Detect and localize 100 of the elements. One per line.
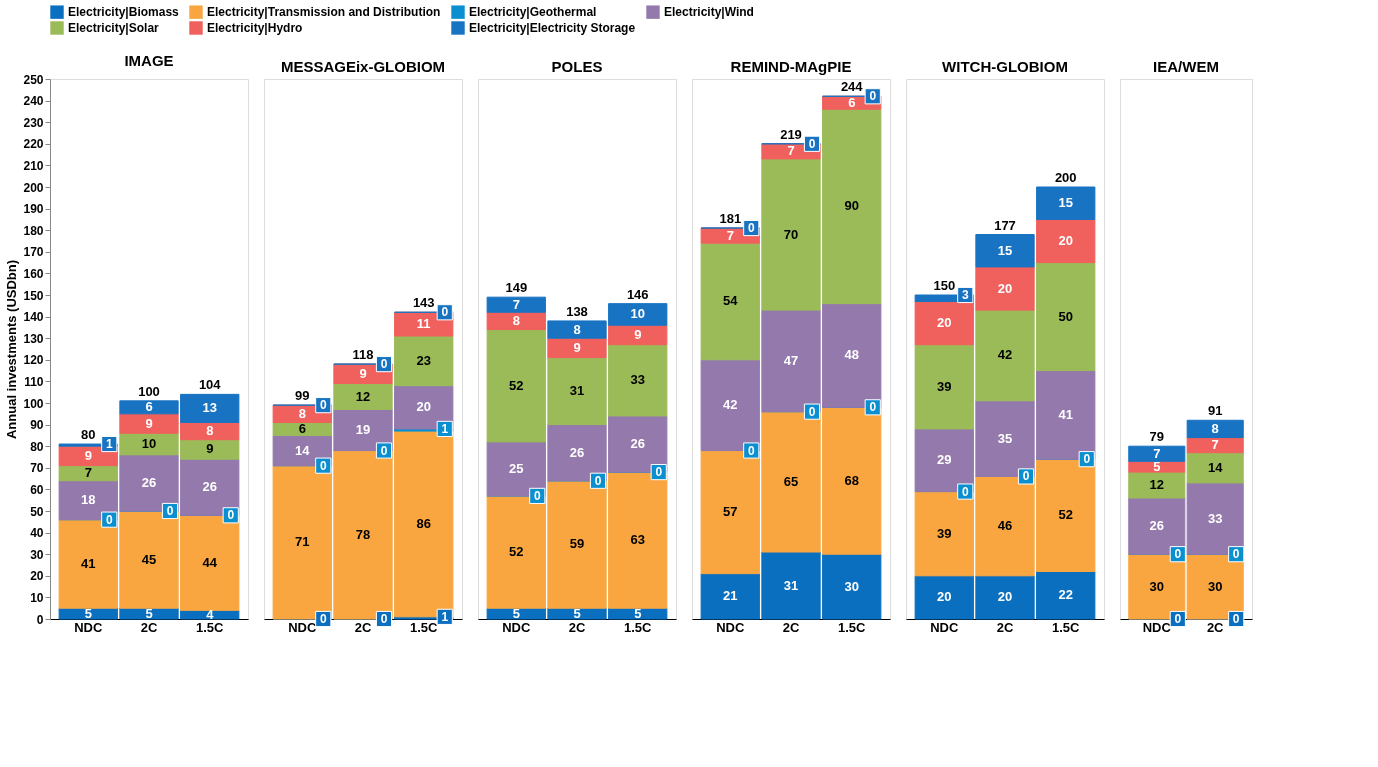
data-label: 1 [441,609,449,624]
data-label: 31 [569,383,585,399]
data-label: 0 [166,504,174,518]
data-label: 8 [206,423,214,439]
data-label: 1 [441,421,449,436]
data-label: 14 [295,442,311,458]
data-label: 8 [1211,420,1219,436]
x-tick-label: 1.5C [624,619,653,635]
data-label: 0 [808,136,816,151]
data-label: 30 [844,578,859,594]
data-label: 90 [844,198,859,214]
x-tick-label: NDC [930,619,959,635]
data-label: 33 [1207,510,1223,526]
data-label: 26 [630,436,645,452]
data-label: 23 [416,352,431,368]
x-tick-label: NDC [1142,619,1172,635]
data-label: 45 [141,551,157,567]
total-label: 150 [933,278,956,293]
total-label: 177 [994,217,1016,233]
data-label: 54 [723,293,739,309]
data-label: 5 [84,605,92,621]
data-label: 15 [997,242,1013,258]
total-label: 99 [295,388,310,404]
y-tick-label: 170 [23,245,44,260]
data-label: 0 [747,443,755,458]
legend-label: Electricity|Biomass [68,5,180,20]
total-label: 100 [138,383,160,399]
data-label: 20 [997,589,1013,605]
data-label: 7 [1153,445,1161,461]
total-label: 91 [1207,403,1223,419]
data-label: 18 [81,492,96,508]
total-label: 244 [840,79,864,95]
total-label: 181 [719,211,742,227]
data-label: 41 [81,555,96,571]
data-label: 26 [569,444,585,460]
data-label: 0 [319,458,327,473]
data-label: 5 [634,605,642,621]
data-label: 5 [145,605,153,621]
legend-label: Electricity|Electricity Storage [469,21,636,35]
y-tick-label: 10 [30,590,44,605]
y-tick-label: 250 [23,72,44,87]
legend-label: Electricity|Transmission and Distribution [207,5,441,20]
data-label: 46 [997,518,1013,534]
y-tick-label: 110 [24,374,44,389]
data-label: 0 [441,305,449,320]
data-label: 9 [573,339,581,355]
data-label: 9 [206,441,214,457]
legend-label: Electricity|Wind [664,5,754,20]
y-tick-label: 0 [36,612,44,627]
data-label: 52 [509,544,524,560]
y-tick-label: 100 [23,396,44,411]
y-tick-label: 30 [30,547,44,562]
data-label: 9 [145,415,153,431]
data-label: 0 [380,443,388,458]
data-label: 0 [319,612,327,626]
data-label: 20 [937,589,952,605]
data-label: 19 [355,422,371,437]
total-label: 104 [198,377,222,393]
data-label: 7 [512,296,520,312]
data-label: 12 [355,388,371,404]
chart-title: IEA/WEM [1153,58,1219,75]
chart-title: POLES [551,58,603,75]
data-label: 25 [509,460,524,476]
data-label: 68 [844,472,859,488]
data-label: 0 [1232,547,1240,562]
data-label: 7 [726,227,734,243]
data-label: 14 [1207,459,1224,475]
data-label: 21 [723,588,738,604]
y-tick-label: 40 [30,526,44,541]
data-label: 5 [512,605,520,621]
data-label: 0 [227,508,235,523]
total-label: 149 [505,280,528,296]
data-label: 65 [783,473,799,489]
data-label: 42 [997,347,1013,363]
x-tick-label: 1.5C [1052,619,1081,635]
data-label: 26 [1149,518,1165,534]
data-label: 0 [380,357,388,372]
total-label: 146 [626,286,649,302]
y-tick-label: 160 [23,266,44,281]
data-label: 26 [202,479,217,495]
total-label: 143 [412,295,435,311]
data-label: 70 [783,226,799,242]
y-tick-label: 20 [30,569,44,584]
data-label: 8 [573,321,581,337]
data-label: 0 [105,512,113,527]
total-label: 138 [566,303,588,319]
data-label: 8 [512,312,520,328]
data-label: 5 [1153,458,1161,474]
x-tick-label: 1.5C [410,619,439,635]
data-label: 0 [1083,452,1091,467]
data-label: 33 [630,372,645,388]
x-tick-label: 1.5C [838,619,867,635]
data-label: 31 [783,577,799,593]
data-label: 71 [295,534,310,550]
data-label: 30 [1207,578,1223,594]
data-label: 63 [630,532,645,548]
data-label: 10 [630,306,645,322]
y-tick-label: 180 [23,223,44,238]
data-label: 6 [298,420,306,436]
x-tick-label: 2C [1206,619,1225,635]
